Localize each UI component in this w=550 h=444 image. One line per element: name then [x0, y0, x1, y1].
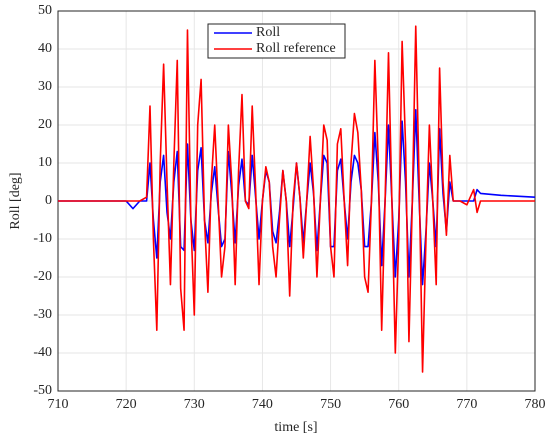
y-tick-label: 10 — [38, 155, 52, 170]
x-tick-label: 730 — [184, 397, 205, 412]
x-tick-label: 750 — [320, 397, 341, 412]
y-tick-label: 30 — [38, 79, 52, 94]
x-tick-label: 780 — [525, 397, 546, 412]
y-tick-label: -40 — [33, 345, 52, 360]
legend-label: Roll — [256, 25, 280, 40]
x-tick-label: 720 — [116, 397, 137, 412]
x-tick-label: 710 — [48, 397, 69, 412]
y-axis-label: Roll [deg] — [8, 172, 23, 229]
y-tick-label: -30 — [33, 307, 52, 322]
x-tick-label: 740 — [252, 397, 273, 412]
y-tick-label: -10 — [33, 231, 52, 246]
y-tick-label: -50 — [33, 383, 52, 398]
x-tick-label: 760 — [388, 397, 409, 412]
y-tick-label: 20 — [38, 117, 52, 132]
y-tick-label: -20 — [33, 269, 52, 284]
line-series — [58, 25, 535, 373]
legend-box — [207, 23, 346, 59]
y-tick-label: 40 — [38, 41, 52, 56]
x-tick-label: 770 — [456, 397, 477, 412]
legend-label: Roll reference — [256, 41, 336, 56]
y-tick-label: 50 — [38, 3, 52, 18]
x-axis-label: time [s] — [274, 420, 317, 435]
y-tick-label: 0 — [45, 193, 52, 208]
